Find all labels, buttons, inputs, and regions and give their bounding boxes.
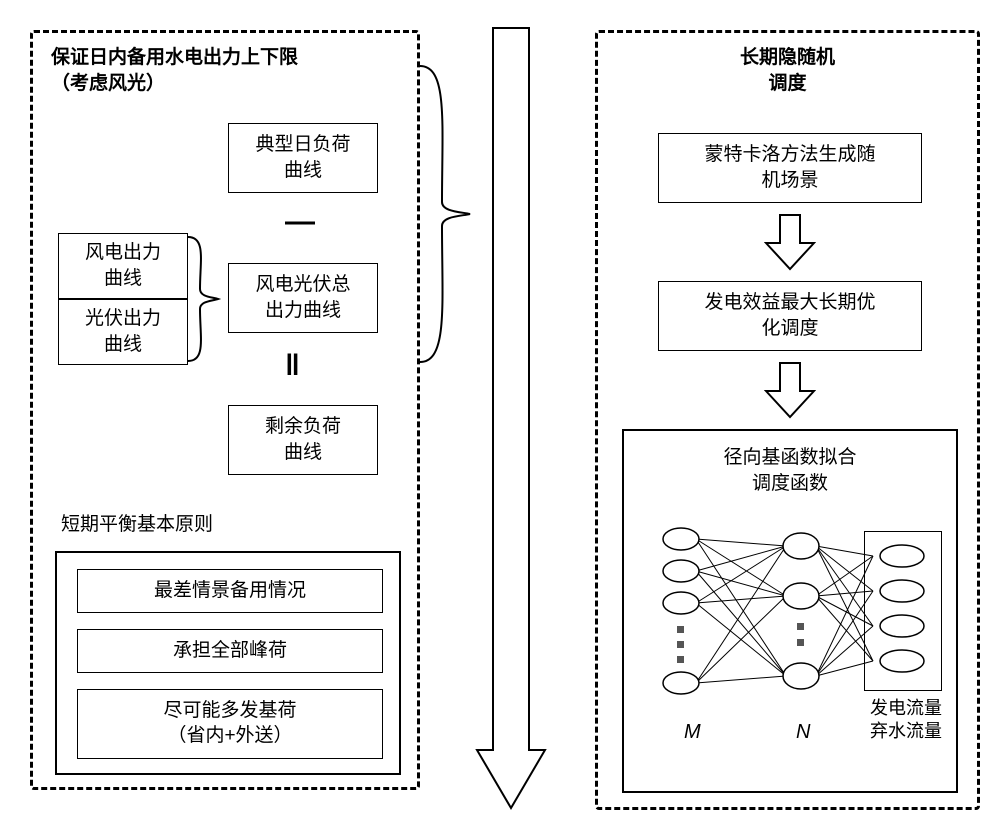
center-down-arrow-icon (475, 26, 547, 810)
right-curly-brace-icon (420, 54, 476, 374)
principles-group: 最差情景备用情况 承担全部峰荷 尽可能多发基荷（省内+外送） (55, 551, 401, 775)
principle-worst-case: 最差情景备用情况 (77, 569, 383, 613)
box-wind-output-curve: 风电出力曲线 (58, 233, 188, 299)
minus-icon: — (285, 205, 315, 239)
principle-base-load: 尽可能多发基荷（省内+外送） (77, 689, 383, 759)
layer-n-label: N (796, 721, 810, 744)
rbf-function-group: 径向基函数拟合调度函数 (622, 429, 958, 793)
neural-network-diagram: M N 发电流量弃水流量 (636, 511, 948, 721)
left-panel: 保证日内备用水电出力上下限（考虑风光） 风电出力曲线 光伏出力曲线 典型日负荷曲… (30, 30, 420, 790)
left-panel-title: 保证日内备用水电出力上下限（考虑风光） (51, 45, 298, 96)
box-monte-carlo: 蒙特卡洛方法生成随机场景 (658, 133, 922, 203)
right-panel: 长期隐随机调度 蒙特卡洛方法生成随机场景 发电效益最大长期优化调度 径向基函数拟… (595, 30, 980, 810)
box-typical-daily-load: 典型日负荷曲线 (228, 123, 378, 193)
box-benefit-optimization: 发电效益最大长期优化调度 (658, 281, 922, 351)
box-combined-output-curve: 风电光伏总出力曲线 (228, 263, 378, 333)
equals-icon: ‖ (285, 349, 300, 383)
principle-peak-load: 承担全部峰荷 (77, 629, 383, 673)
box-solar-output-curve: 光伏出力曲线 (58, 299, 188, 365)
principles-label: 短期平衡基本原则 (61, 509, 213, 536)
rbf-group-title: 径向基函数拟合调度函数 (624, 445, 956, 496)
output-label: 发电流量弃水流量 (858, 697, 954, 744)
layer-m-label: M (684, 721, 701, 744)
output-box (864, 531, 942, 691)
down-arrow-icon (764, 361, 816, 419)
right-panel-title: 长期隐随机调度 (598, 45, 977, 96)
down-arrow-icon (764, 213, 816, 271)
box-residual-load-curve: 剩余负荷曲线 (228, 405, 378, 475)
curly-brace-icon (188, 231, 226, 367)
